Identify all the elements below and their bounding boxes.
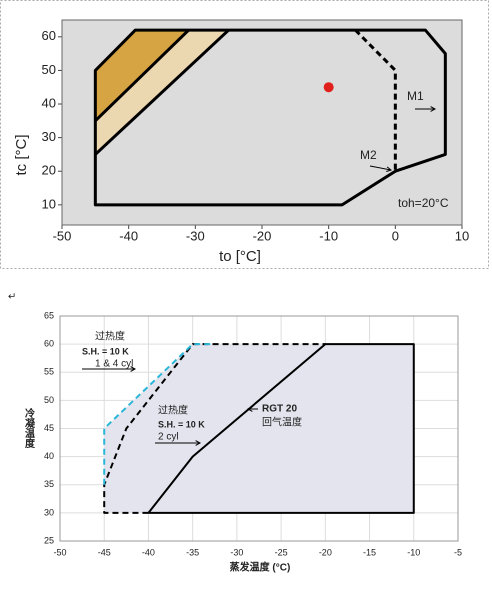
x-tick-label: -50 [53,228,72,243]
arrow-head [246,406,253,412]
y-tick-label: 50 [44,395,54,405]
y-tick-label: 60 [44,339,54,349]
x-tick-label: -20 [253,228,272,243]
y-tick-label: 65 [44,310,54,320]
annotation: toh=20°C [398,196,449,210]
envelope-line [147,343,415,514]
x-tick-label: -50 [53,547,66,557]
envelope-line [103,343,326,514]
envelope-line [93,28,447,207]
annotation: 2 cyl [158,432,179,443]
y-axis-label: tc [°C] [13,134,30,175]
x-tick-label: -40 [119,228,138,243]
arrow-head [195,440,202,446]
y-tick-label: 40 [44,451,54,461]
plot-border [61,19,463,226]
x-tick-label: -5 [454,547,462,557]
annotation: 过热度 [158,404,188,417]
plot-border [59,315,459,542]
x-tick-label: 0 [392,228,399,243]
y-tick-label: 45 [44,423,54,433]
arrow-head [130,366,137,372]
annotation: 过热度 [95,330,125,343]
x-tick-label: -20 [319,547,332,557]
y-tick-label: 55 [44,367,54,377]
annotation: 1 & 4 cyl [95,359,133,370]
y-tick-label: 50 [42,62,56,77]
annotation: S.H. = 10 K [82,346,129,356]
x-tick-label: -30 [186,228,205,243]
arrow-head [430,106,437,112]
x-tick-label: -40 [142,547,155,557]
annotation: S.H. = 10 K [158,419,205,429]
x-tick-label: -10 [319,228,338,243]
x-tick-label: -45 [98,547,111,557]
annotation: RGT 20 [262,404,297,415]
x-axis-label: 蒸发温度 (°C) [230,561,291,574]
arrow-head [386,166,393,173]
y-tick-label: 60 [42,28,56,43]
annotation: M2 [360,148,377,162]
y-tick-label: 30 [42,129,56,144]
frame [0,0,489,269]
y-tick-label: 10 [42,196,56,211]
y-tick-label: 35 [44,479,54,489]
arrow-line [369,165,392,171]
x-tick-label: -35 [186,547,199,557]
annotation: 回气温度 [262,416,302,429]
envelope-line [94,28,230,156]
x-tick-label: 10 [455,228,469,243]
y-tick-label: 20 [42,163,56,178]
annotation: M1 [407,89,424,103]
x-tick-label: -15 [363,547,376,557]
envelope-line [354,29,397,172]
envelope-line [94,29,190,122]
y-tick-label: 25 [44,535,54,545]
y-axis-label: 冷凝温度 [23,407,35,449]
y-tick-label: 30 [44,507,54,517]
y-tick-label: 40 [42,95,56,110]
point [323,82,334,93]
x-axis-label: to [°C] [219,248,261,265]
paragraph-mark: ↵ [8,292,16,303]
x-tick-label: -10 [407,547,420,557]
x-tick-label: -25 [275,547,288,557]
x-tick-label: -30 [230,547,243,557]
